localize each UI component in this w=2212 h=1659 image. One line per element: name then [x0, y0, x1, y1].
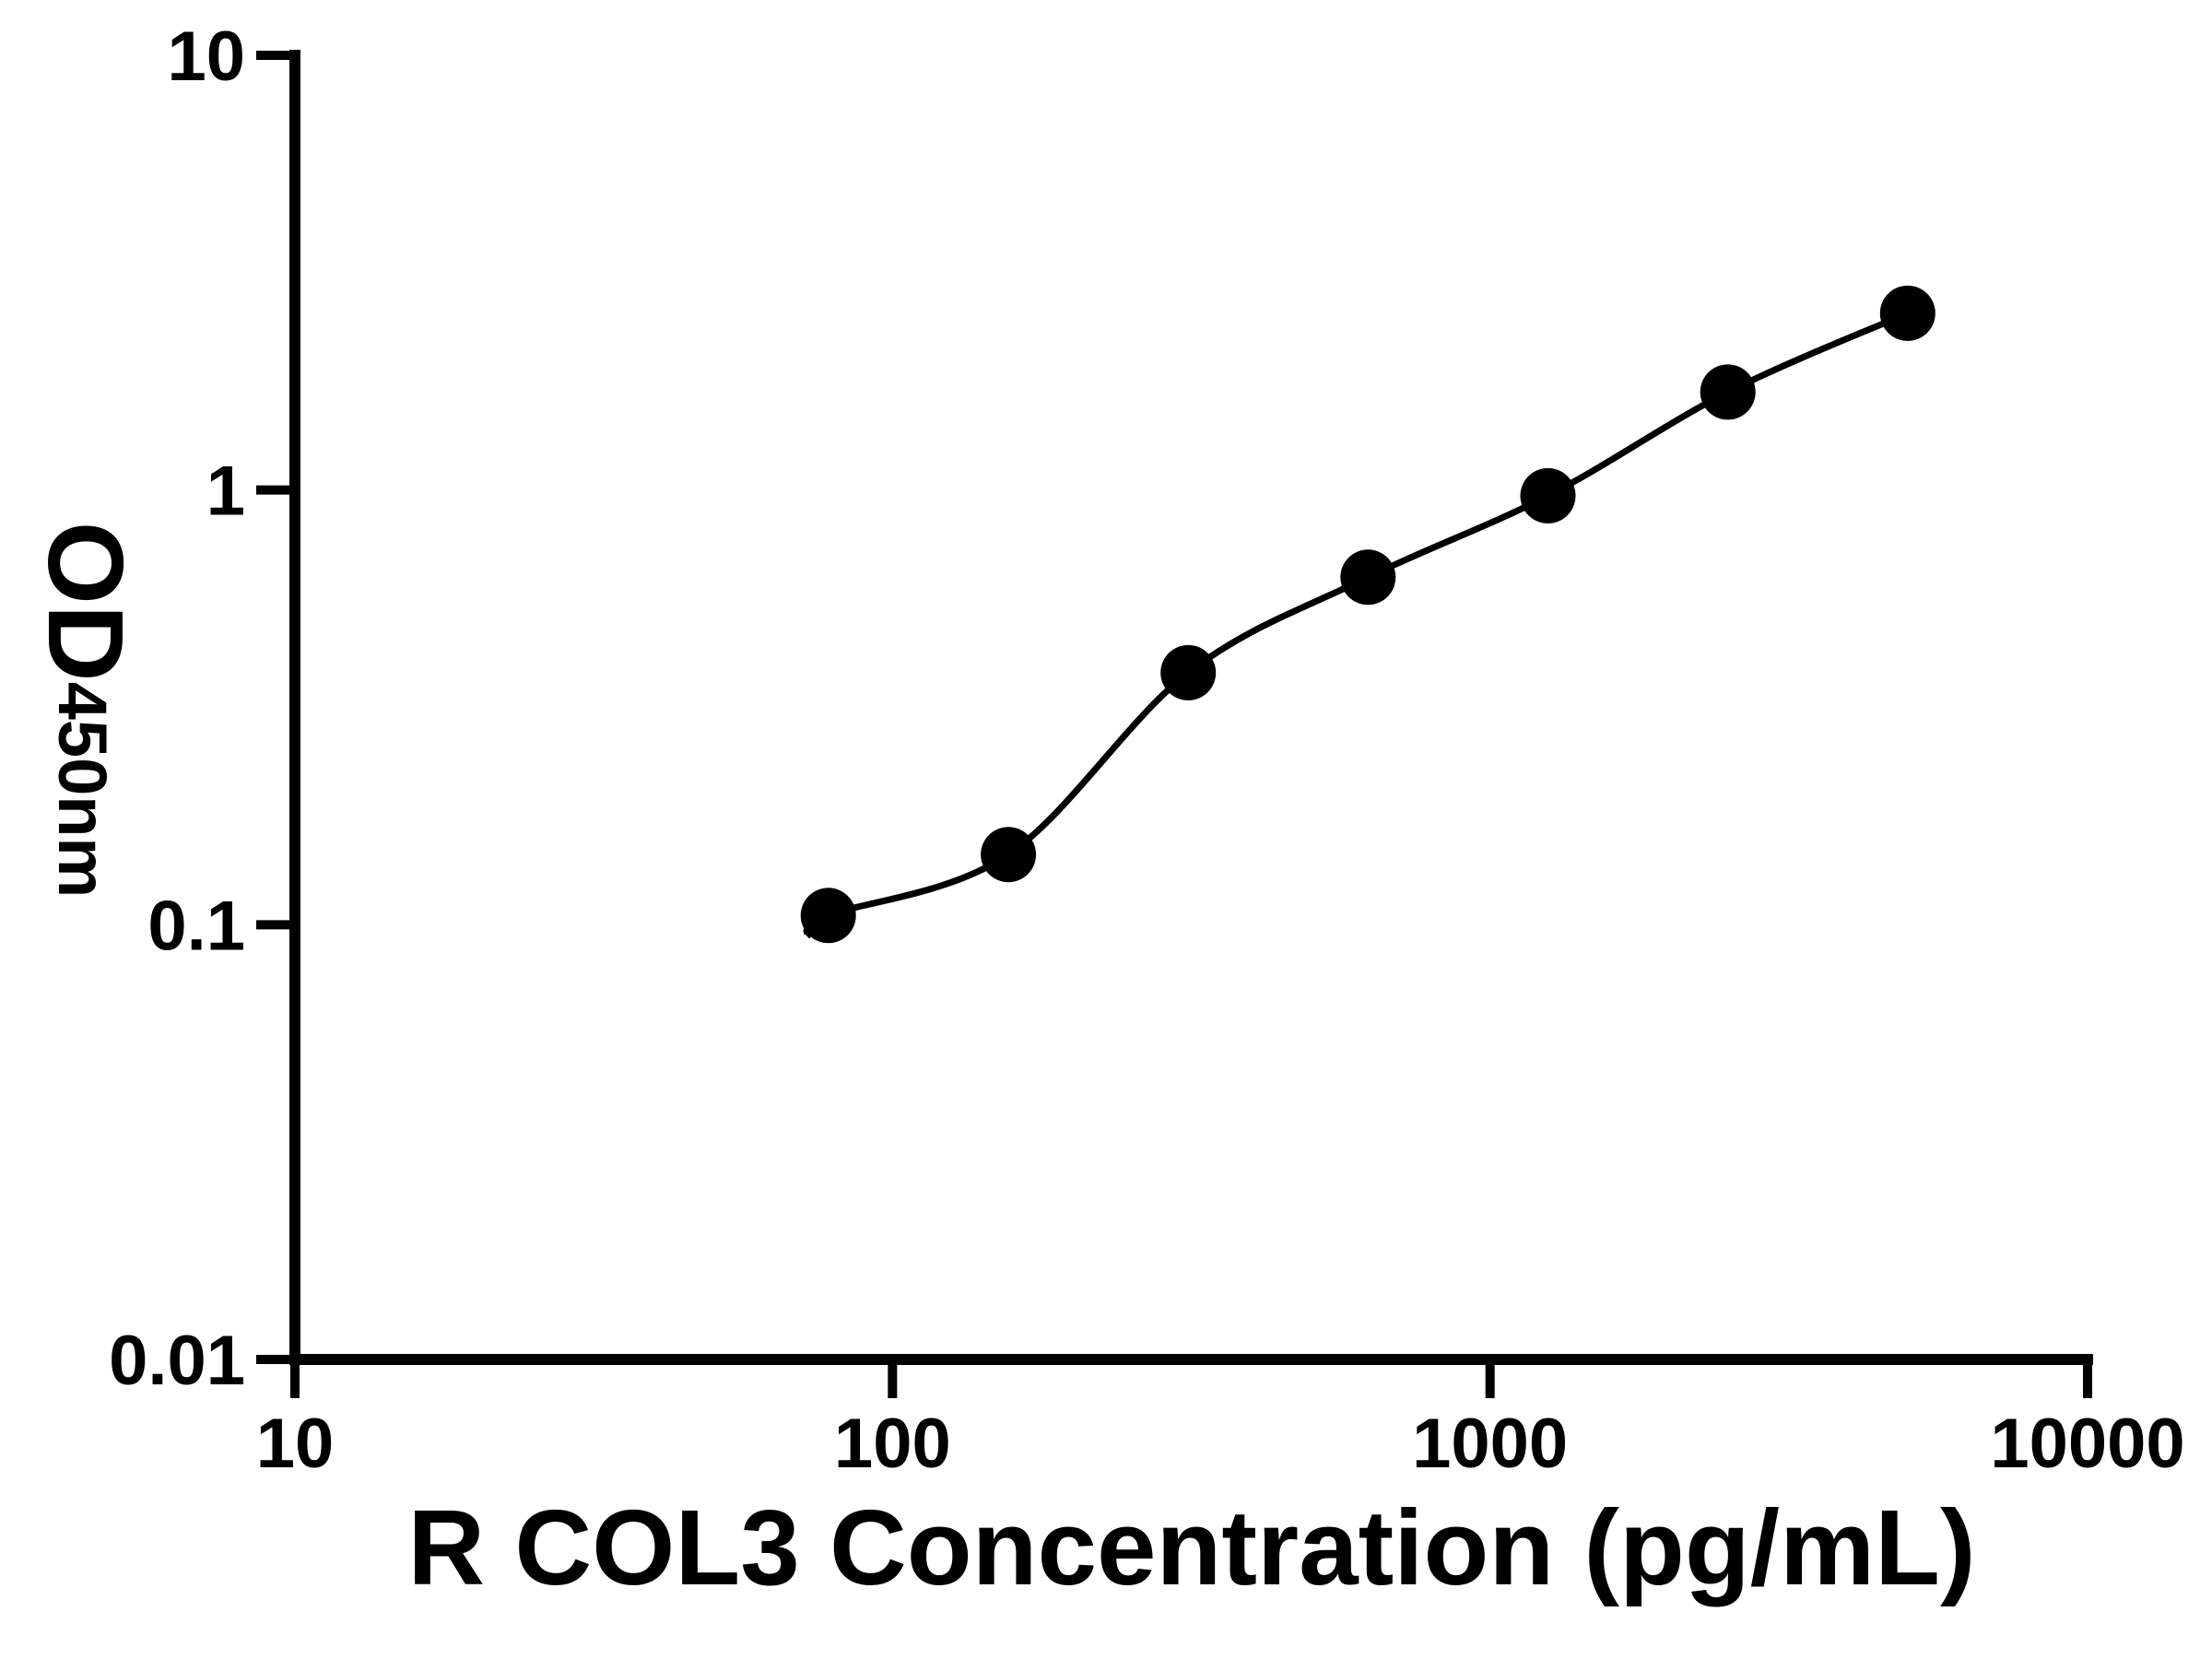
y-axis-label-main: OD — [26, 521, 146, 682]
data-point — [1879, 285, 1936, 341]
y-tick-label: 0.01 — [109, 1322, 245, 1400]
data-point — [981, 827, 1037, 883]
axis-lines — [289, 50, 2093, 1365]
data-point — [1340, 549, 1396, 606]
x-tick-label: 1000 — [1412, 1405, 1568, 1483]
y-tick-label: 10 — [167, 18, 245, 96]
y-tick-label: 0.1 — [147, 887, 245, 965]
x-tick-label: 10 — [256, 1405, 335, 1483]
x-axis-label: R COL3 Concentration (pg/mL) — [407, 1488, 1976, 1607]
y-axis-label: OD450nm — [24, 522, 147, 898]
data-point — [1520, 467, 1576, 524]
data-point — [1160, 644, 1217, 700]
y-axis-label-subscript: 450nm — [43, 681, 121, 899]
x-tick-label: 10000 — [1990, 1405, 2184, 1483]
x-tick-label: 100 — [834, 1405, 951, 1483]
data-point — [800, 888, 856, 944]
y-tick-label: 1 — [206, 453, 245, 531]
data-point — [1700, 364, 1756, 420]
